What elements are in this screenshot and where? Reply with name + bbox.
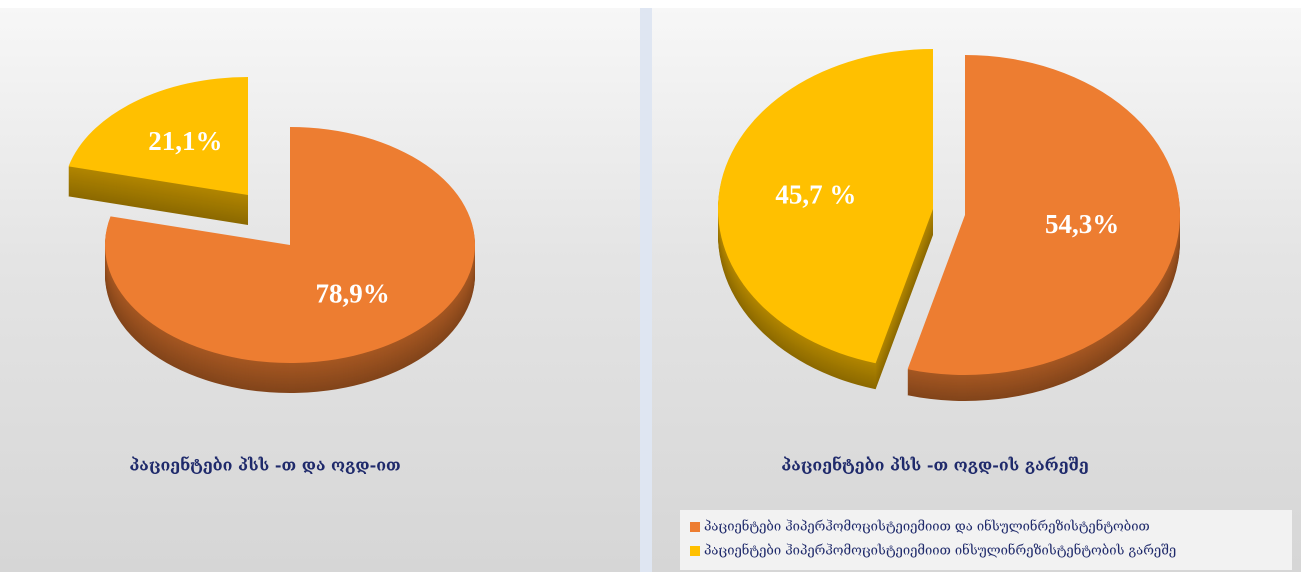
legend-swatch [690,546,700,556]
pie-slice-top [68,77,248,195]
data-label: 21,1% [148,126,222,156]
legend-label: პაციენტები ჰიპერჰომოცისტეიემიით და ინსულ… [704,519,1150,535]
legend-swatch [690,522,700,532]
pie-slice-top [105,127,476,363]
data-label: 54,3% [1045,209,1119,239]
pie-slice [907,55,1180,401]
pie-slice-top [717,49,933,364]
pie-slice [104,127,476,394]
separator [640,8,652,572]
chart-title: პაციენტები პსს -თ ოგდ-ის გარეშე [781,456,1089,475]
pie-slice-top [907,55,1180,375]
data-label: 45,7 % [775,179,856,209]
chart-title: პაციენტები პსს -თ და ოგდ-ით [129,456,400,475]
pie-slice [68,77,248,225]
data-label: 78,9% [315,278,389,308]
legend-label: პაციენტები ჰიპერჰომოცისტეიემიით ინსულინრ… [704,543,1176,559]
legend-box [680,510,1292,570]
pie-slice [717,49,933,390]
